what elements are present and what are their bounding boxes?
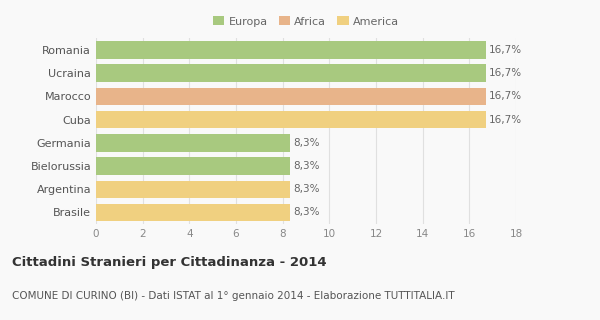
Text: 16,7%: 16,7%	[489, 68, 522, 78]
Bar	[96, 65, 485, 82]
Text: 8,3%: 8,3%	[293, 207, 320, 217]
Text: COMUNE DI CURINO (BI) - Dati ISTAT al 1° gennaio 2014 - Elaborazione TUTTITALIA.: COMUNE DI CURINO (BI) - Dati ISTAT al 1°…	[12, 291, 455, 301]
Bar	[96, 41, 485, 59]
Bar	[96, 88, 485, 105]
Text: 8,3%: 8,3%	[293, 138, 320, 148]
Bar	[96, 134, 290, 151]
Bar	[96, 204, 290, 221]
Text: 8,3%: 8,3%	[293, 161, 320, 171]
Bar	[96, 157, 290, 175]
Text: Cittadini Stranieri per Cittadinanza - 2014: Cittadini Stranieri per Cittadinanza - 2…	[12, 256, 326, 269]
Bar	[96, 111, 485, 128]
Text: 8,3%: 8,3%	[293, 184, 320, 194]
Text: 16,7%: 16,7%	[489, 45, 522, 55]
Text: 16,7%: 16,7%	[489, 115, 522, 124]
Legend: Europa, Africa, America: Europa, Africa, America	[208, 12, 404, 31]
Text: 16,7%: 16,7%	[489, 92, 522, 101]
Bar	[96, 180, 290, 198]
